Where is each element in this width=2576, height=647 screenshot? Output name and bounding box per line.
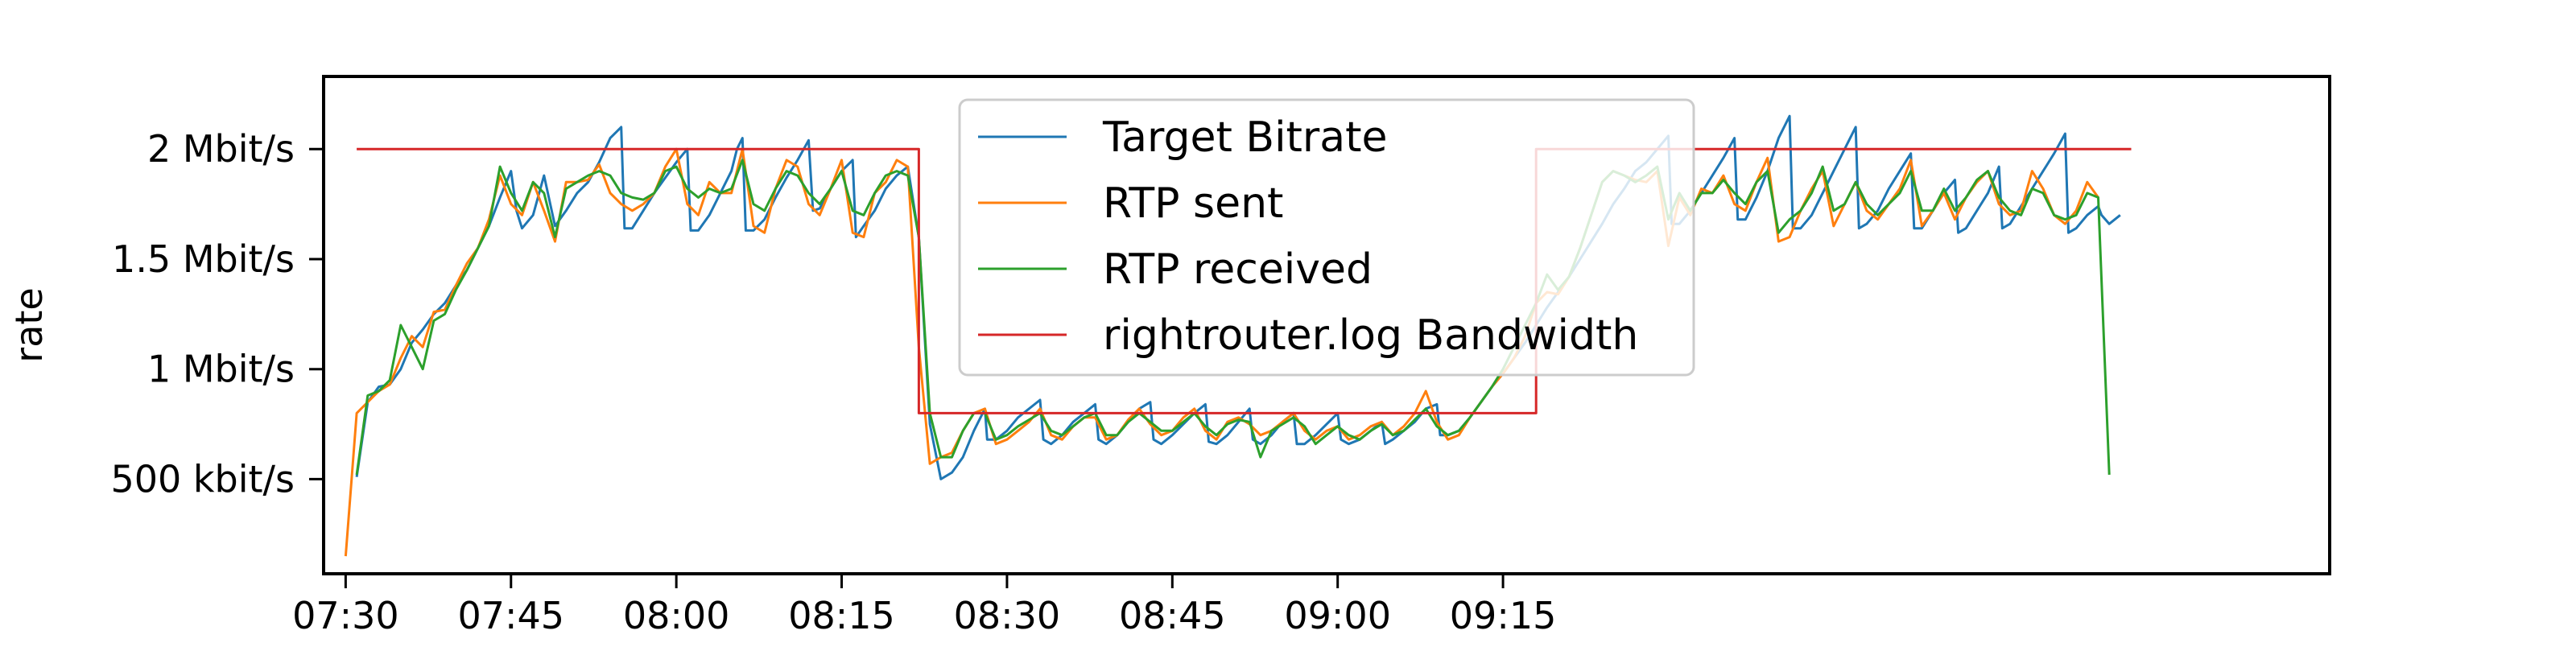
x-tick-label: 09:00	[1284, 594, 1391, 637]
legend-box	[958, 98, 1695, 377]
legend: Target Bitrate RTP sent RTP received rightr…	[958, 98, 1695, 377]
x-tick-label: 09:15	[1450, 594, 1557, 637]
x-tick-label: 07:30	[292, 594, 399, 637]
x-tick-label: 07:45	[457, 594, 564, 637]
y-axis-label: rate	[7, 287, 51, 362]
series-line-2	[355, 159, 2111, 476]
x-tick-label: 08:30	[954, 594, 1061, 637]
x-axis: 07:30 07:45 08:00 08:15 08:30 08:45 09:00 09:15	[292, 574, 1556, 637]
plot-frame	[322, 75, 2331, 575]
series-layer	[344, 114, 2132, 557]
y-tick-label: 500 kbit/s	[110, 457, 295, 501]
legend-label-3: rightrouter.log Bandwidth	[1103, 311, 1638, 360]
x-tick-label: 08:45	[1119, 594, 1226, 637]
y-tick-label: 2 Mbit/s	[147, 127, 295, 171]
y-tick-label: 1 Mbit/s	[147, 348, 295, 391]
legend-label-2: RTP received	[1103, 245, 1373, 294]
y-axis: 500 kbit/s 1 Mbit/s 1.5 Mbit/s 2 Mbit/s	[110, 127, 324, 501]
legend-label-0: Target Bitrate	[1102, 113, 1388, 162]
x-tick-label: 08:00	[623, 594, 730, 637]
legend-label-1: RTP sent	[1103, 179, 1283, 228]
y-tick-label: 1.5 Mbit/s	[112, 237, 295, 281]
x-tick-label: 08:15	[788, 594, 895, 637]
